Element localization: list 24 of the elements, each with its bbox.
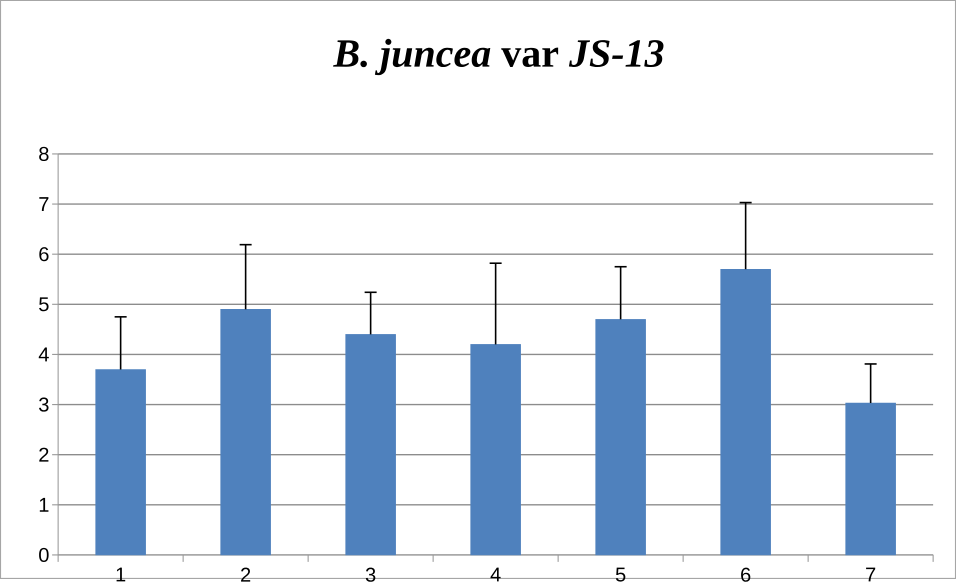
y-tick-label: 6 — [39, 246, 49, 262]
bar — [345, 334, 396, 556]
bar — [595, 318, 646, 556]
chart-title: B. juncea var JS-13 — [333, 38, 664, 75]
x-tick-label: 2 — [241, 568, 250, 582]
x-tick-label: 1 — [116, 568, 126, 582]
bar — [220, 308, 271, 556]
bar — [845, 402, 896, 556]
y-tick-label: 4 — [38, 347, 49, 362]
x-tick-label: 6 — [741, 568, 750, 582]
y-tick-label: 0 — [39, 548, 49, 562]
bar — [470, 344, 521, 556]
bar — [95, 369, 146, 556]
y-tick-label: 5 — [39, 297, 49, 312]
y-tick-label: 7 — [39, 197, 48, 211]
x-tick-label: 7 — [866, 568, 876, 582]
y-tick-label: 3 — [39, 397, 49, 412]
bar — [720, 268, 771, 556]
x-tick-label: 3 — [366, 568, 376, 582]
x-tick-label: 4 — [490, 568, 501, 582]
y-tick-label: 2 — [39, 448, 48, 462]
x-tick-label: 5 — [616, 568, 626, 582]
y-tick-label: 1 — [40, 498, 48, 512]
y-tick-label: 8 — [39, 146, 49, 161]
